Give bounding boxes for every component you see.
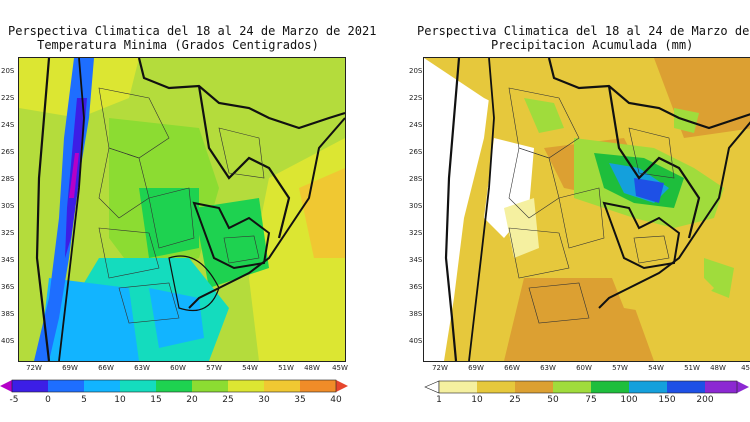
temperature-panel: Perspectiva Climatica del 18 al 24 de Ma… [0, 0, 377, 422]
precipitation-map [423, 57, 750, 362]
lon-label: 54W [242, 364, 258, 372]
lat-label: 32S [1, 229, 15, 237]
colorbar-label: 25 [509, 395, 521, 405]
lon-label: 51W [684, 364, 700, 372]
lat-label: 24S [409, 121, 423, 129]
lat-label: 22S [1, 94, 15, 102]
lat-label: 38S [1, 310, 15, 318]
lat-label: 28S [1, 175, 15, 183]
colorbar-label: 50 [547, 395, 559, 405]
precipitation-map-svg [424, 58, 750, 361]
lat-label: 20S [409, 67, 423, 75]
colorbar-label: 15 [150, 395, 162, 405]
colorbar-label: 75 [585, 395, 597, 405]
colorbar-label: 100 [620, 395, 638, 405]
colorbar-label: 1 [436, 395, 442, 405]
colorbar-label: 10 [471, 395, 483, 405]
colorbar-label: 5 [81, 395, 87, 405]
lat-label: 26S [1, 148, 15, 156]
colorbar-label: 35 [294, 395, 306, 405]
temperature-map-svg [19, 58, 345, 361]
precipitation-panel: Perspectiva Climatica del 18 al 24 de Ma… [395, 0, 750, 422]
lat-label: 28S [409, 175, 423, 183]
lon-label: 54W [648, 364, 664, 372]
lat-label: 34S [409, 256, 423, 264]
lon-label: 45 [741, 364, 750, 372]
colorbar-label: 20 [186, 395, 198, 405]
colorbar-label: 40 [330, 395, 342, 405]
colorbar-label: 30 [258, 395, 270, 405]
colorbar-label: 150 [658, 395, 676, 405]
precipitation-title-line1: Perspectiva Climatica del 18 al 24 de Ma… [417, 24, 750, 38]
lon-label: 69W [468, 364, 484, 372]
precipitation-colorbar [424, 380, 749, 394]
lon-label: 51W [278, 364, 294, 372]
temperature-map [18, 57, 346, 362]
lon-label: 63W [540, 364, 556, 372]
lon-label: 57W [612, 364, 628, 372]
lon-label: 48W [304, 364, 320, 372]
lat-label: 24S [1, 121, 15, 129]
temperature-title-line1: Perspectiva Climatica del 18 al 24 de Ma… [8, 24, 377, 38]
lon-label: 66W [98, 364, 114, 372]
lat-label: 20S [1, 67, 15, 75]
lon-label: 69W [62, 364, 78, 372]
lon-label: 60W [170, 364, 186, 372]
lat-label: 30S [1, 202, 15, 210]
lon-label: 72W [432, 364, 448, 372]
lon-label: 72W [26, 364, 42, 372]
lat-label: 36S [409, 283, 423, 291]
lat-label: 38S [409, 310, 423, 318]
lon-label: 60W [576, 364, 592, 372]
colorbar-label: 200 [696, 395, 714, 405]
lon-label: 63W [134, 364, 150, 372]
colorbar-label: 0 [45, 395, 51, 405]
lat-label: 40S [409, 337, 423, 345]
lat-label: 26S [409, 148, 423, 156]
temperature-title-line2: Temperatura Minima (Grados Centigrados) [37, 38, 319, 52]
lon-label: 48W [710, 364, 726, 372]
lat-label: 36S [1, 283, 15, 291]
lat-label: 22S [409, 94, 423, 102]
lat-label: 30S [409, 202, 423, 210]
temperature-colorbar [0, 379, 348, 393]
precipitation-title-line2: Precipitacion Acumulada (mm) [491, 38, 694, 52]
lat-label: 32S [409, 229, 423, 237]
lon-label: 66W [504, 364, 520, 372]
lon-label: 57W [206, 364, 222, 372]
lat-label: 40S [1, 337, 15, 345]
lon-label: 45W [332, 364, 348, 372]
colorbar-label: -5 [9, 395, 19, 405]
colorbar-label: 25 [222, 395, 234, 405]
colorbar-label: 10 [114, 395, 126, 405]
lat-label: 34S [1, 256, 15, 264]
